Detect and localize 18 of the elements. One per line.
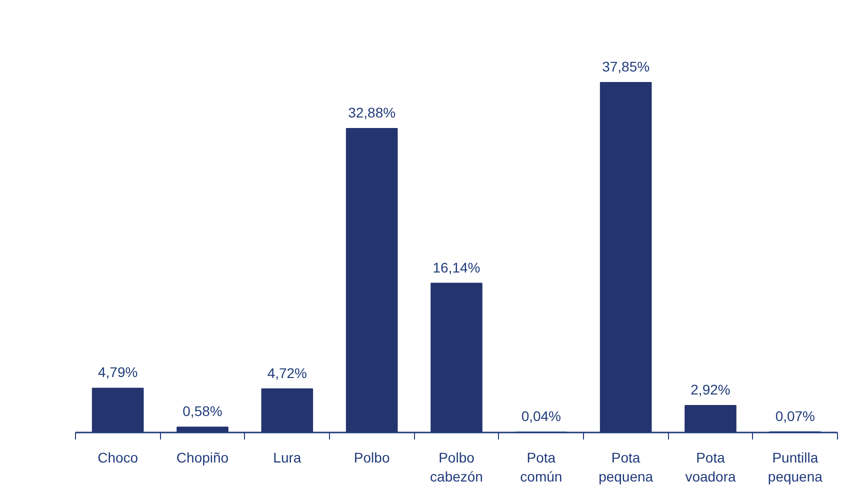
data-label: 37,85% [602,58,650,74]
data-label: 0,07% [775,408,816,424]
x-tick-label: Lura [273,450,302,466]
data-label: 2,92% [690,382,730,398]
x-tick-label: Puntilla pequena [768,450,823,485]
x-tick-label: Polbo [354,450,390,466]
data-label: 0,04% [521,408,562,424]
x-tick-label: Pota pequena [598,450,654,485]
data-label: 16,14% [432,259,480,276]
data-label: 4,79% [98,364,138,380]
x-tick-label: Pota voadora [685,450,736,485]
data-label: 0,58% [182,403,222,420]
x-tick-label: Polbo cabezón [430,450,483,485]
data-label: 32,88% [348,104,396,120]
x-tick-label: Chopiño [176,450,229,466]
data-label: 4,72% [267,364,308,381]
x-tick-label: Choco [98,450,138,466]
x-tick-label: Pota común [520,450,562,485]
